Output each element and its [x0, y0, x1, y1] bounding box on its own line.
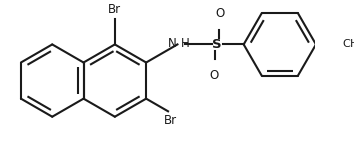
Text: Br: Br: [108, 3, 121, 16]
Text: S: S: [212, 38, 222, 51]
Text: N: N: [168, 37, 177, 50]
Text: Br: Br: [164, 114, 177, 127]
Text: O: O: [210, 69, 219, 82]
Text: CH$_3$: CH$_3$: [342, 38, 354, 51]
Text: H: H: [181, 37, 190, 50]
Text: O: O: [216, 7, 225, 20]
